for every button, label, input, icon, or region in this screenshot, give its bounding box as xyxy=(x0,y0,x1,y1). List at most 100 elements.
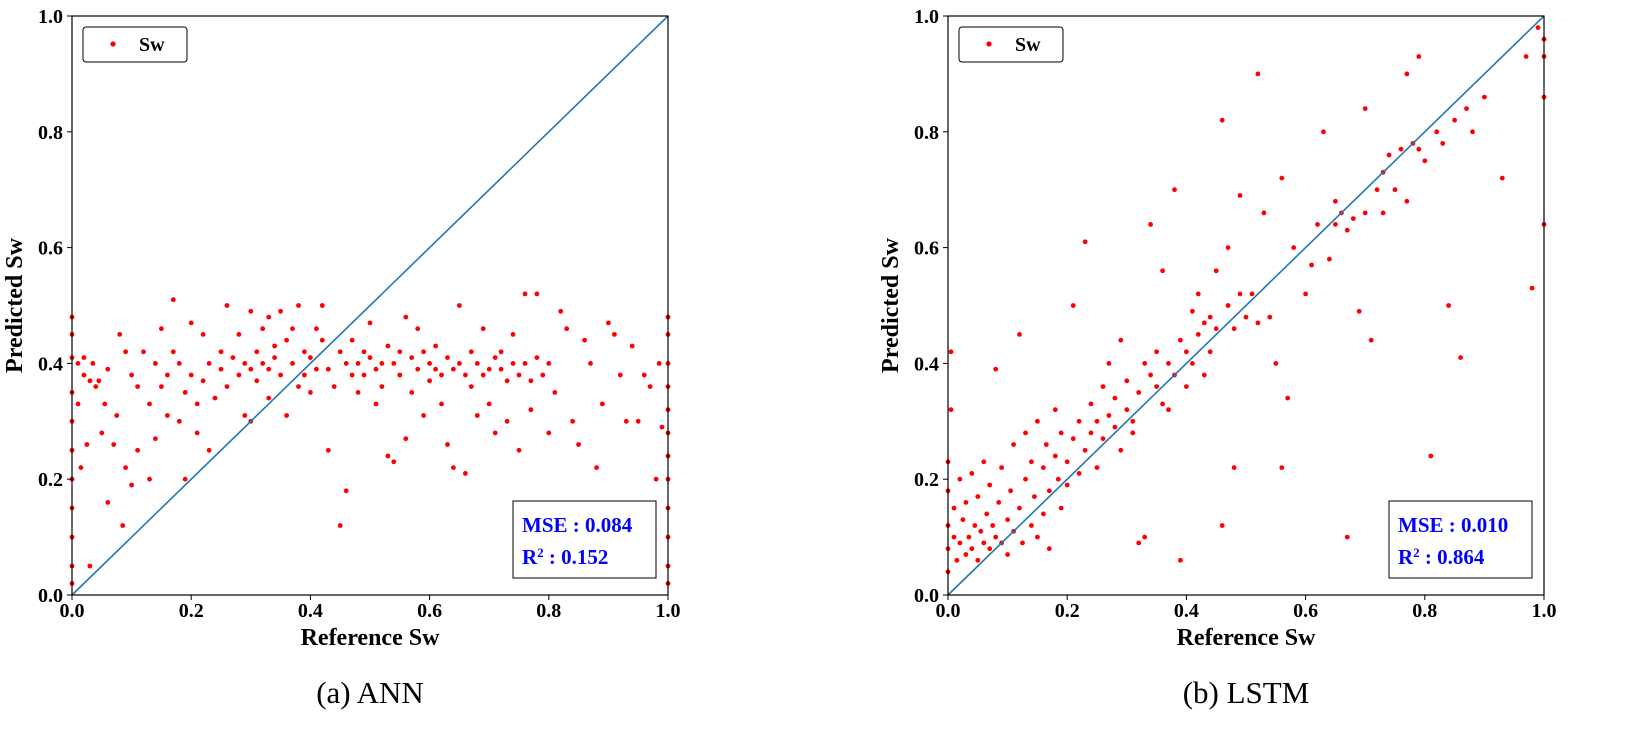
scatter-point xyxy=(349,337,355,343)
scatter-point xyxy=(504,378,510,384)
scatter-point xyxy=(445,442,450,447)
scatter-point xyxy=(999,465,1004,470)
scatter-point xyxy=(409,355,415,360)
scatter-point xyxy=(331,384,337,389)
scatter-point xyxy=(600,401,605,407)
y-tick-label: 1.0 xyxy=(38,6,63,28)
scatter-point xyxy=(564,326,570,332)
scatter-point xyxy=(1118,337,1124,343)
scatter-point xyxy=(1213,326,1219,332)
scatter-point xyxy=(1362,210,1368,216)
scatter-point xyxy=(1195,332,1201,337)
scatter-point xyxy=(1344,227,1350,233)
scatter-point xyxy=(147,476,152,482)
scatter-point xyxy=(1386,152,1392,158)
scatter-point xyxy=(963,500,969,505)
chart-panel-ann: 0.0 0.2 0.4 0.6 0.8 1.0 0.0 0.2 0.4 0.6 0.8 1.0 Re… xyxy=(2,6,681,710)
scatter-point xyxy=(314,366,319,372)
scatter-point xyxy=(290,361,295,366)
scatter-point xyxy=(1058,505,1064,511)
scatter-point xyxy=(1166,407,1171,413)
scatter-point xyxy=(403,314,409,320)
scatter-point xyxy=(951,505,957,511)
legend-box xyxy=(958,26,1064,63)
scatter-point xyxy=(1088,430,1094,436)
scatter-point xyxy=(522,291,528,297)
scatter-point xyxy=(990,523,996,528)
scatter-point xyxy=(468,349,474,355)
scatter-point xyxy=(1350,216,1356,222)
scatter-point xyxy=(1273,361,1279,366)
y-tick-label: 0.0 xyxy=(914,585,939,607)
y-axis-ticks: 0.0 0.2 0.4 0.6 0.8 1.0 xyxy=(38,6,72,607)
scatter-point xyxy=(415,366,421,372)
scatter-point xyxy=(647,384,653,389)
scatter-point xyxy=(1279,175,1285,181)
scatter-point xyxy=(1046,546,1052,552)
scatter-point xyxy=(147,401,152,407)
scatter-point xyxy=(987,482,993,488)
scatter-point xyxy=(361,349,367,355)
scatter-point xyxy=(954,557,960,563)
scatter-point xyxy=(1136,390,1142,395)
scatter-point xyxy=(349,372,355,378)
scatter-point xyxy=(1213,268,1219,274)
y-axis-label: Predicted Sw xyxy=(878,237,904,373)
scatter-point xyxy=(415,326,421,332)
scatter-point xyxy=(129,372,135,378)
scatter-point xyxy=(576,442,581,447)
scatter-point xyxy=(1190,308,1195,314)
scatter-point xyxy=(165,372,170,378)
scatter-point xyxy=(1333,222,1338,227)
scatter-point xyxy=(612,332,617,337)
scatter-point xyxy=(969,471,975,476)
scatter-point xyxy=(468,384,474,389)
scatter-point xyxy=(1070,436,1076,442)
scatter-point xyxy=(123,465,128,470)
scatter-point xyxy=(540,372,546,378)
identity-line xyxy=(71,15,669,596)
scatter-points xyxy=(945,25,1547,575)
y-tick-label: 0.6 xyxy=(38,238,63,260)
scatter-point xyxy=(373,366,379,372)
scatter-point xyxy=(433,343,438,349)
scatter-point xyxy=(1046,488,1052,494)
scatter-point xyxy=(1535,25,1541,30)
scatter-point xyxy=(1023,430,1028,436)
scatter-point xyxy=(1452,117,1457,123)
scatter-point xyxy=(1404,71,1410,77)
scatter-point xyxy=(984,511,990,517)
scatter-point xyxy=(385,343,391,349)
scatter-point xyxy=(1190,361,1195,366)
scatter-point xyxy=(385,453,391,459)
scatter-point xyxy=(570,418,575,424)
scatter-point xyxy=(1261,210,1267,216)
scatter-point xyxy=(391,459,397,465)
x-tick-label: 0.6 xyxy=(417,600,442,622)
stats-frame xyxy=(512,500,657,579)
scatter-point xyxy=(367,320,373,326)
scatter-point xyxy=(439,401,444,407)
scatter-point xyxy=(1124,407,1130,413)
scatter-point xyxy=(409,390,415,395)
scatter-point xyxy=(1231,326,1237,332)
scatter-point xyxy=(1249,291,1255,297)
scatter-point xyxy=(480,326,486,332)
scatter-point xyxy=(176,418,182,424)
scatter-point xyxy=(224,303,230,308)
scatter-point xyxy=(427,361,432,366)
scatter-point xyxy=(114,413,120,418)
scatter-point xyxy=(1195,291,1201,297)
scatter-point xyxy=(1237,291,1243,297)
scatter-point xyxy=(558,308,564,314)
scatter-point xyxy=(1225,303,1231,308)
scatter-point xyxy=(1160,268,1165,274)
scatter-point xyxy=(135,384,141,389)
scatter-point xyxy=(1267,314,1273,320)
scatter-point xyxy=(546,430,552,436)
scatter-point xyxy=(200,378,206,384)
scatter-point xyxy=(987,546,993,552)
scatter-point xyxy=(96,378,102,384)
scatter-point xyxy=(284,413,289,418)
